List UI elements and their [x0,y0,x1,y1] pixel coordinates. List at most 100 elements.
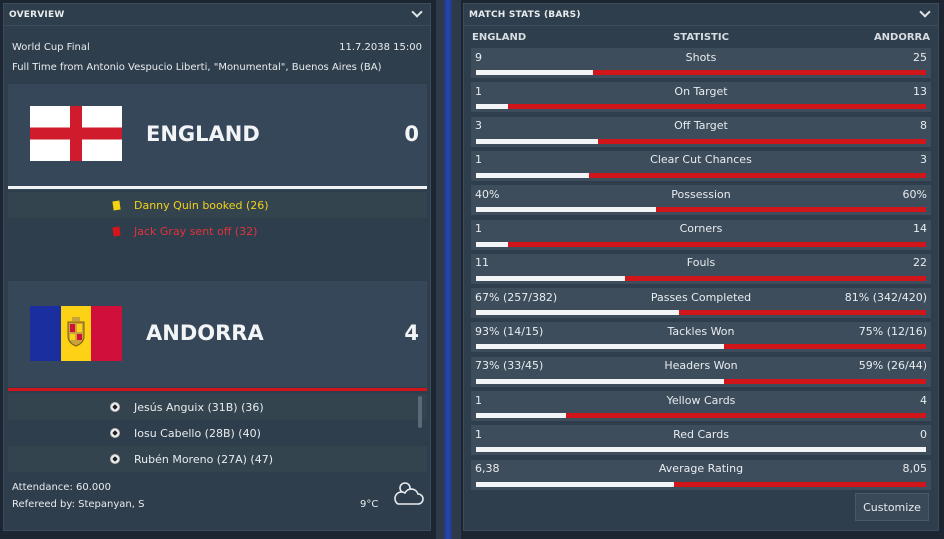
stats-column-headers: ENGLAND STATISTIC ANDORRA [472,32,930,46]
stat-away-value: 14 [913,222,927,235]
chevron-down-icon[interactable] [919,6,931,18]
home-team-name[interactable]: ENGLAND [146,122,260,146]
venue-label: Full Time from Antonio Vespucio Liberti,… [12,62,382,73]
away-team-divider [8,388,427,391]
panel-divider [436,0,461,539]
stats-header[interactable]: MATCH STATS (BARS) [464,4,938,26]
temperature-label: 9°C [360,499,379,510]
stat-row: 93% (14/15) Tackles Won 75% (12/16) [471,322,931,353]
football-icon [110,428,120,438]
stat-label: Average Rating [658,462,744,476]
stat-bar-home-fill [476,275,625,281]
overview-title: OVERVIEW [9,9,65,20]
stat-away-value: 81% (342/420) [844,290,927,304]
stat-home-value: 1 [475,222,482,235]
stat-away-value: 8,05 [902,462,928,476]
stat-row: 73% (33/45) Headers Won 59% (26/44) [471,356,931,387]
stat-row: 1 Yellow Cards 4 [471,391,931,421]
stat-bar-home-fill [476,138,598,144]
stat-away-value: 0 [920,427,927,441]
stat-home-value: 93% (14/15) [475,324,544,338]
stat-home-value: 1 [475,427,482,441]
stat-home-value: 3 [475,119,482,133]
stat-bar-home-fill [476,378,724,384]
stat-row: 9 Shots 25 [471,48,931,78]
event-text[interactable]: Danny Quin booked (26) [134,198,269,212]
stat-bar-home-fill [476,70,593,75]
stat-row: 11 Fouls 22 [471,253,931,284]
stat-away-value: 4 [920,393,927,407]
match-footer: Attendance: 60.000 Refereed by: Stepanya… [12,482,422,516]
stats-title: MATCH STATS (BARS) [469,9,581,20]
overview-header[interactable]: OVERVIEW [4,4,430,26]
event-text[interactable]: Jack Gray sent off (32) [134,224,258,238]
stat-bar [476,481,926,487]
stat-bar-home-fill [476,172,589,178]
away-column-header: ANDORRA [873,32,930,43]
stat-label: Fouls [686,256,716,270]
stat-bar [476,207,926,213]
stat-bar-home-fill [476,310,679,316]
stat-row: 40% Possession 60% [471,185,931,216]
stat-bar-home-fill [476,344,724,350]
match-info: World Cup Final 11.7.2038 15:00 Full Tim… [4,26,430,78]
stat-bar [476,344,926,350]
stat-row: 6,38 Average Rating 8,05 [471,459,931,490]
red-card-icon [112,226,121,236]
list-item: Jesús Anguix (31B) (36) [8,394,427,420]
stat-bar [476,310,926,316]
home-column-header: ENGLAND [472,32,527,43]
stat-away-value: 25 [913,50,927,64]
stat-label: Red Cards [673,427,729,441]
home-events-list: Danny Quin booked (26) Jack Gray sent of… [8,192,427,244]
match-datetime: 11.7.2038 15:00 [339,42,422,53]
england-flag-icon [30,106,122,161]
overview-panel: OVERVIEW World Cup Final 11.7.2038 15:00… [3,3,431,531]
list-item: Iosu Cabello (28B) (40) [8,420,427,446]
stat-away-value: 22 [913,256,927,270]
customize-button[interactable]: Customize [855,493,929,521]
stat-away-value: 8 [920,119,927,133]
stat-home-value: 1 [475,153,482,167]
stat-label: Corners [679,222,723,235]
stat-bar [476,172,926,178]
stat-away-value: 60% [902,187,927,201]
competition-label: World Cup Final [12,42,90,53]
statistic-column-header: STATISTIC [673,32,729,43]
stat-bar-home-fill [476,447,926,453]
stat-row: 1 On Target 13 [471,82,931,113]
event-text[interactable]: Rubén Moreno (27A) (47) [134,452,273,466]
events-scrollbar[interactable] [418,396,422,428]
event-text[interactable]: Iosu Cabello (28B) (40) [134,426,261,440]
football-icon [110,454,120,464]
home-team-block[interactable]: ENGLAND 0 [8,84,427,190]
stat-bar [476,138,926,144]
stat-row: 1 Red Cards 0 [471,425,931,456]
away-events-list[interactable]: Jesús Anguix (31B) (36) Iosu Cabello (28… [8,394,427,472]
stat-home-value: 9 [475,50,482,64]
stat-away-value: 75% (12/16) [858,324,927,338]
stat-label: Shots [685,50,717,64]
chevron-down-icon[interactable] [411,6,423,18]
stat-bar [476,104,926,110]
stat-bar [476,70,926,75]
stat-bar [476,275,926,281]
stat-bar [476,378,926,384]
stat-home-value: 73% (33/45) [475,359,544,373]
event-text[interactable]: Jesús Anguix (31B) (36) [134,400,264,414]
referee-label: Refereed by: Stepanyan, S [12,499,145,510]
stat-label: Clear Cut Chances [650,153,752,167]
stat-home-value: 40% [475,187,500,201]
stat-bar-home-fill [476,207,656,213]
stat-away-value: 59% (26/44) [858,359,927,373]
away-team-name[interactable]: ANDORRA [146,321,264,345]
stat-label: Off Target [674,119,728,133]
football-icon [110,402,120,412]
stat-label: Possession [671,187,731,201]
yellow-card-icon [112,200,121,210]
away-team-block[interactable]: ANDORRA 4 [8,281,427,387]
stat-bar [476,241,926,247]
stat-bar-home-fill [476,481,674,487]
stat-bar-home-fill [476,104,508,110]
attendance-label: Attendance: 60.000 [12,482,111,493]
